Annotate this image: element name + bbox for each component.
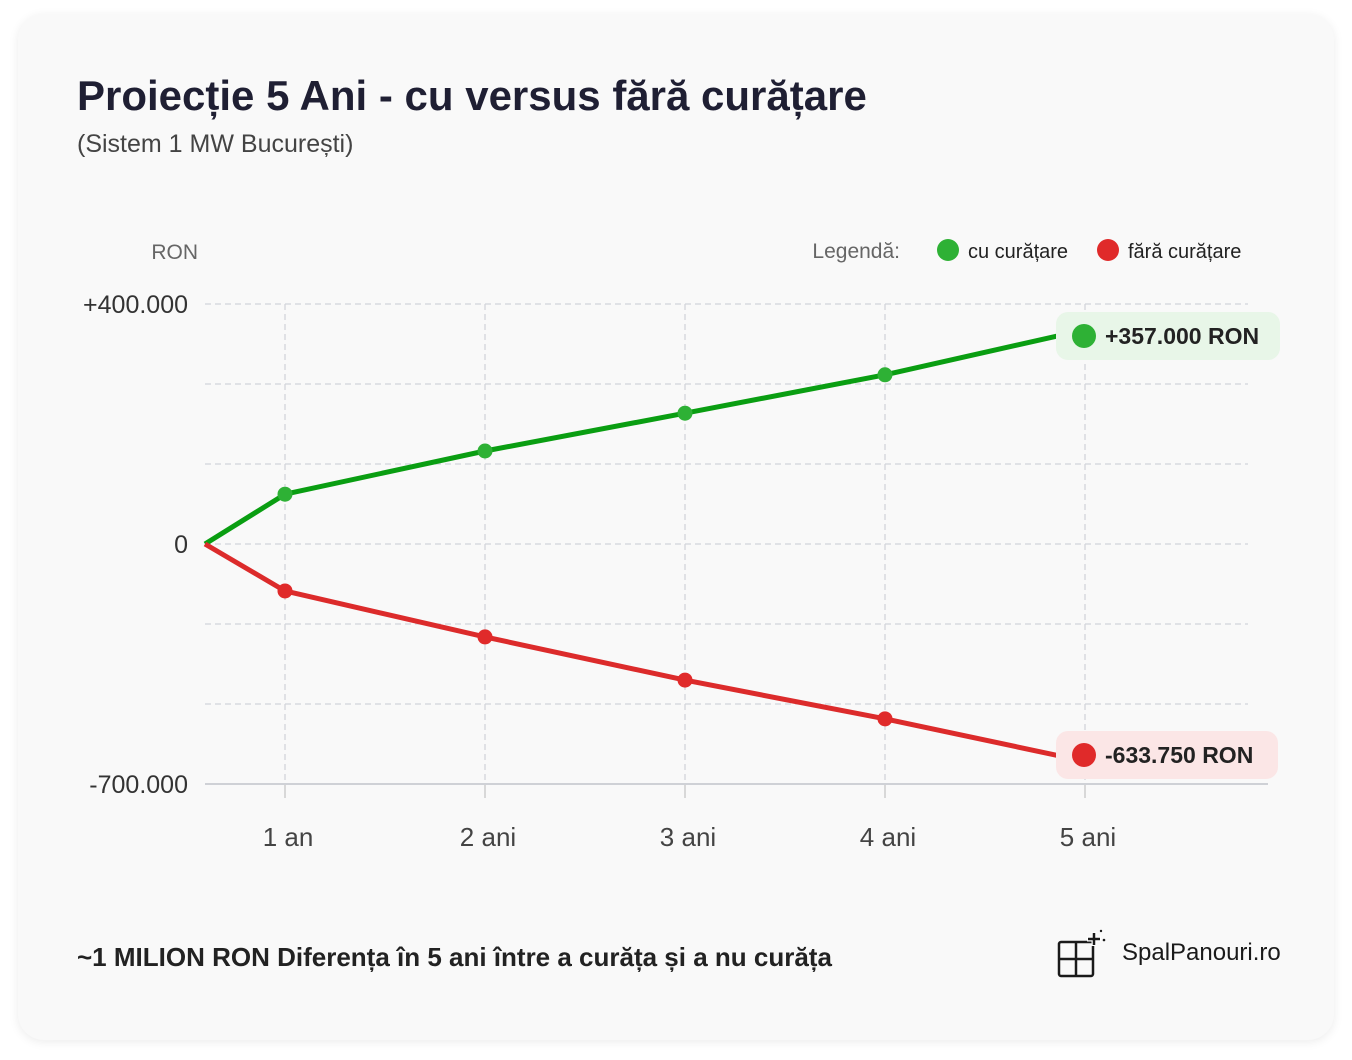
end-label-marker bbox=[1072, 324, 1096, 348]
chart-subtitle: (Sistem 1 MW București) bbox=[77, 130, 354, 158]
legend-label-fara-curatare: fără curățare bbox=[1128, 241, 1241, 263]
solar-panel-sparkle-icon bbox=[1057, 929, 1106, 978]
brand-logo: SpalPanouri.ro bbox=[1056, 926, 1281, 980]
x-tick-label: 2 ani bbox=[460, 822, 516, 852]
end-label-marker bbox=[1072, 743, 1096, 767]
data-point bbox=[477, 629, 493, 645]
data-point bbox=[277, 583, 293, 599]
x-tick-label: 1 an bbox=[263, 822, 314, 852]
data-point bbox=[877, 367, 893, 383]
y-tick-label: -700.000 bbox=[89, 771, 188, 799]
x-tick-label: 5 ani bbox=[1060, 822, 1116, 852]
chart-card bbox=[18, 14, 1334, 1040]
data-point bbox=[477, 443, 493, 459]
y-tick-label: +400.000 bbox=[83, 291, 188, 319]
series-line-1 bbox=[203, 541, 1086, 764]
legend-marker-fara-curatare bbox=[1097, 239, 1119, 261]
legend-label-cu-curatare: cu curățare bbox=[968, 241, 1068, 263]
brand-name: SpalPanouri.ro bbox=[1122, 939, 1281, 966]
y-axis-label: RON bbox=[151, 241, 198, 264]
x-tick-label: 4 ani bbox=[860, 822, 916, 852]
y-tick-label: 0 bbox=[174, 531, 188, 559]
data-point bbox=[677, 405, 693, 421]
legend-marker-cu-curatare bbox=[937, 239, 959, 261]
end-label-badge bbox=[1056, 731, 1278, 779]
data-point bbox=[277, 486, 293, 502]
data-point bbox=[877, 711, 893, 727]
data-point bbox=[677, 672, 693, 688]
footer-summary: ~1 MILION RON Diferența în 5 ani între a… bbox=[77, 942, 832, 972]
end-label-text: +357.000 RON bbox=[1105, 323, 1259, 349]
chart-title: Proiecție 5 Ani - cu versus fără curățar… bbox=[77, 72, 867, 119]
x-tick-label: 3 ani bbox=[660, 822, 716, 852]
legend-title: Legendă: bbox=[812, 240, 900, 263]
end-label-badge bbox=[1056, 312, 1280, 360]
series-line-0 bbox=[203, 327, 1086, 547]
end-label-text: -633.750 RON bbox=[1105, 742, 1253, 768]
